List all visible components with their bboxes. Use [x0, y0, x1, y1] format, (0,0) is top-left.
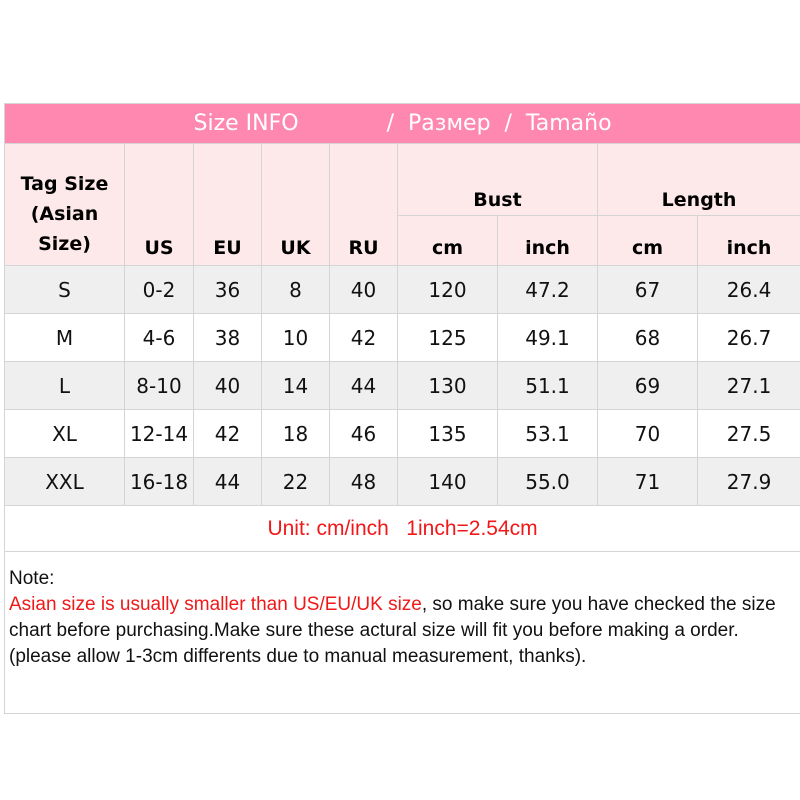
table-cell: 69	[597, 361, 698, 410]
table-row: L 8-10 40 14 44 130 51.1 69 27.1	[4, 361, 800, 410]
table-cell: 27.5	[696, 409, 800, 458]
table-cell: 38	[193, 313, 262, 362]
table-cell: 48	[329, 457, 398, 506]
table-cell: S	[4, 265, 125, 314]
table-cell: 0-2	[124, 265, 194, 314]
table-cell: L	[4, 361, 125, 410]
table-row: M 4-6 38 10 42 125 49.1 68 26.7	[4, 313, 800, 362]
note-cell: Note: Asian size is usually smaller than …	[3, 551, 800, 714]
note-label: Note:	[9, 568, 55, 589]
table-cell: 26.7	[696, 313, 800, 362]
table-cell: 27.1	[696, 361, 800, 410]
table-cell: 51.1	[497, 361, 598, 410]
unit-text: Unit: cm/inch 1inch=2.54cm	[3, 505, 800, 552]
table-cell: 49.1	[497, 313, 598, 362]
table-cell: 26.4	[696, 265, 800, 314]
table-cell: 130	[397, 361, 498, 410]
table-cell: 22	[261, 457, 330, 506]
table-cell: XL	[4, 409, 125, 458]
table-cell: 44	[193, 457, 262, 506]
table-cell: 10	[261, 313, 330, 362]
table-row: S 0-2 36 8 40 120 47.2 67 26.4	[4, 265, 800, 314]
size-chart-table: Size INFO / Размер / Tamaño Tag Size (Asi…	[3, 103, 800, 714]
table-cell: 27.9	[696, 457, 800, 506]
title-translations: / Размер / Tamaño	[386, 111, 612, 136]
header-row-2: cm inch cm inch	[5, 215, 800, 266]
table-cell: 42	[193, 409, 262, 458]
header-length-inch: inch	[696, 215, 800, 266]
table-cell: XXL	[4, 457, 125, 506]
note-row: Note: Asian size is usually smaller than …	[3, 551, 800, 714]
table-cell: 125	[397, 313, 498, 362]
unit-row: Unit: cm/inch 1inch=2.54cm	[3, 505, 800, 552]
header-us: US	[124, 143, 194, 266]
title-english: Size INFO	[193, 111, 299, 136]
table-cell: 18	[261, 409, 330, 458]
table-row: XXL 16-18 44 22 48 140 55.0 71 27.9	[4, 457, 800, 506]
table-cell: 46	[329, 409, 398, 458]
header-row-1: Tag Size (Asian Size) US EU UK RU Bust L…	[4, 143, 800, 266]
table-cell: 8	[261, 265, 330, 314]
table-cell: 36	[193, 265, 262, 314]
table-cell: 44	[329, 361, 398, 410]
header-ru: RU	[329, 143, 398, 266]
table-cell: 8-10	[124, 361, 194, 410]
table-cell: 71	[597, 457, 698, 506]
header-eu: EU	[193, 143, 262, 266]
table-cell: 68	[597, 313, 698, 362]
table-cell: 40	[193, 361, 262, 410]
table-cell: 120	[397, 265, 498, 314]
table-cell: 67	[597, 265, 698, 314]
table-cell: M	[4, 313, 125, 362]
table-cell: 16-18	[124, 457, 194, 506]
title-row: Size INFO / Размер / Tamaño	[3, 103, 800, 144]
table-cell: 70	[597, 409, 698, 458]
table-cell: 14	[261, 361, 330, 410]
header-uk: UK	[261, 143, 330, 266]
header-length-cm: cm	[597, 215, 698, 266]
size-info-title: Size INFO / Размер / Tamaño	[3, 103, 800, 144]
table-cell: 4-6	[124, 313, 194, 362]
note-body: , so make sure you have checked the size…	[9, 594, 776, 667]
table-cell: 140	[397, 457, 498, 506]
header-length: Length	[596, 143, 800, 216]
table-cell: 40	[329, 265, 398, 314]
table-cell: 55.0	[497, 457, 598, 506]
header-bust-inch: inch	[497, 215, 598, 266]
header-bust-cm: cm	[397, 215, 498, 266]
header-bust: Bust	[397, 143, 598, 216]
header-tag-size: Tag Size (Asian Size)	[4, 143, 125, 266]
table-cell: 42	[329, 313, 398, 362]
table-cell: 53.1	[497, 409, 598, 458]
table-cell: 12-14	[124, 409, 194, 458]
table-row: XL 12-14 42 18 46 135 53.1 70 27.5	[4, 409, 800, 458]
table-cell: 47.2	[497, 265, 598, 314]
note-warning: Asian size is usually smaller than US/EU…	[9, 594, 422, 615]
table-cell: 135	[397, 409, 498, 458]
